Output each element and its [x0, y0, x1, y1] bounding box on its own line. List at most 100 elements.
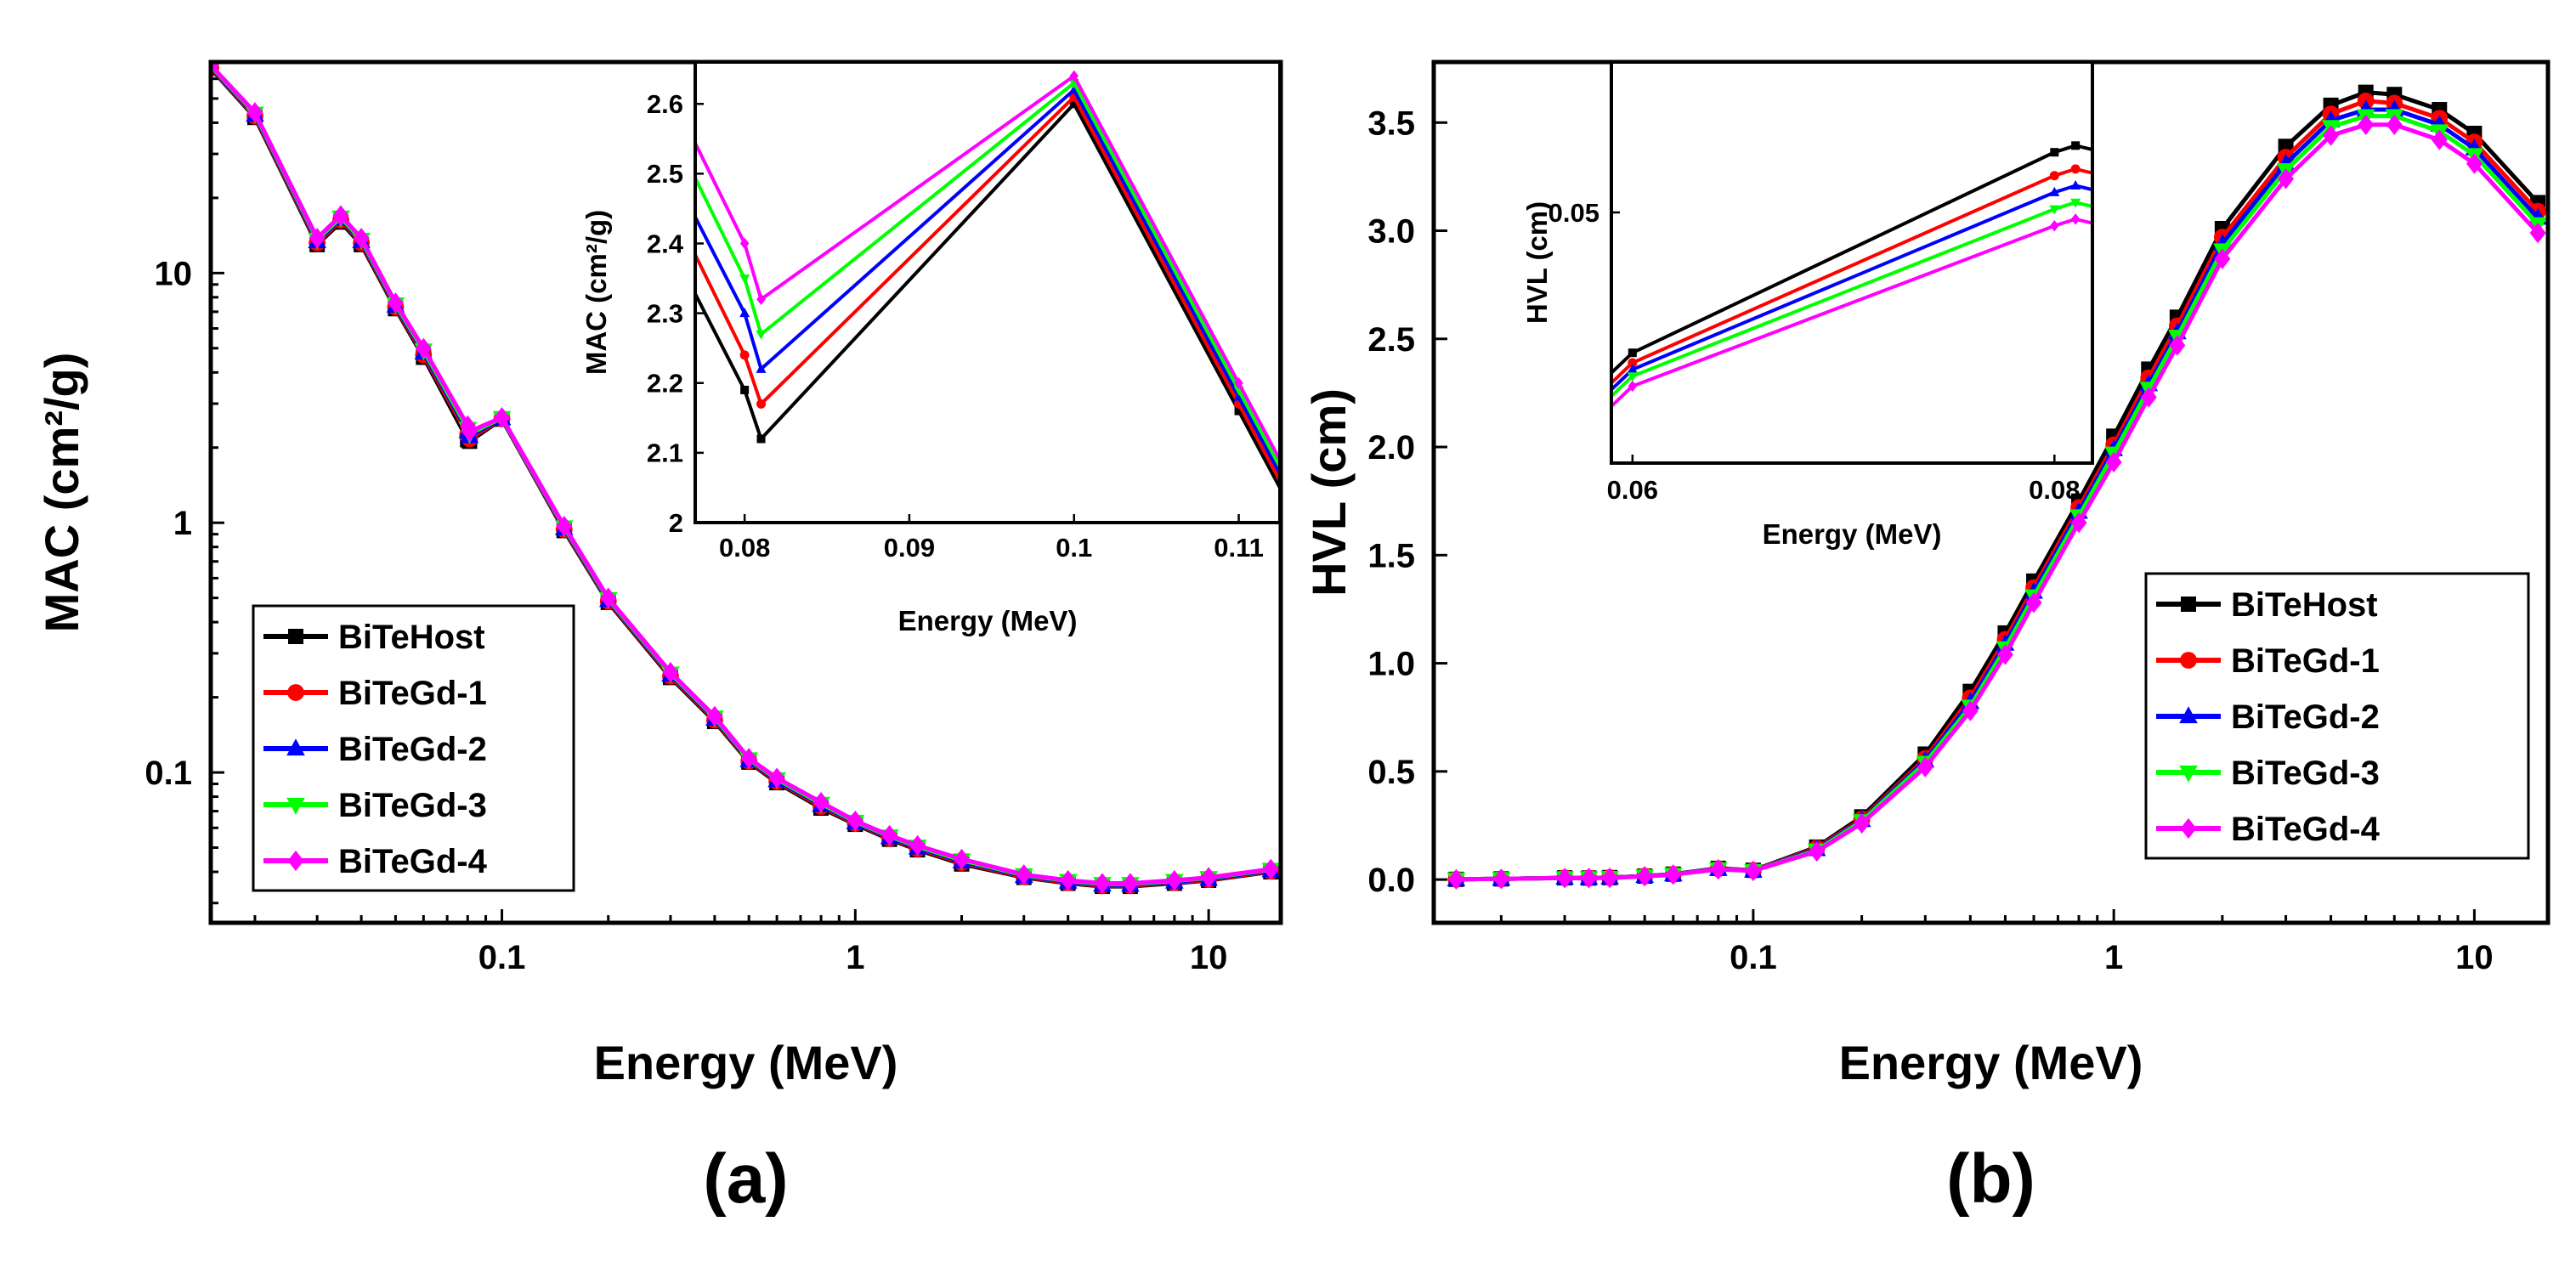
hvl-point-BiTeGd-4	[2323, 125, 2340, 146]
mac_inset-line-BiTeHost	[695, 102, 1280, 492]
hvl_inset-point-BiTeHost	[1586, 388, 1594, 397]
mac-legend-item: BiTeGd-3	[263, 787, 487, 824]
hvl_inset-point-BiTeGd-4	[1628, 380, 1638, 393]
hvl-x-tick-label: 0.1	[1730, 939, 1777, 976]
hvl-point-BiTeGd-4	[1809, 840, 1826, 862]
mac_inset-point-BiTeGd-4	[1399, 684, 1408, 696]
hvl-y-tick-label: 2.0	[1367, 429, 1415, 467]
mac-line-BiTeGd-4	[211, 63, 1271, 885]
mac-legend-marker	[287, 684, 304, 701]
mac-point-BiTeGd-4	[600, 587, 617, 608]
hvl-point-BiTeGd-4	[1665, 864, 1682, 885]
mac-legend-item: BiTeGd-1	[263, 675, 487, 712]
mac_inset-x-tick-label: 0.11	[1214, 533, 1264, 563]
mac-point-BiTeGd-4	[881, 824, 898, 846]
hvl-legend: BiTeHost BiTeGd-1 BiTeGd-2 BiTeGd-3 BiTeGd-4	[2144, 572, 2530, 860]
hvl-y-tick-label: 1.5	[1367, 537, 1415, 574]
mac-legend-marker	[286, 738, 305, 756]
hvl-point-BiTeGd-4	[2025, 592, 2042, 614]
mac_inset-point-BiTeGd-1	[756, 399, 767, 409]
mac_inset-point-BiTeGd-2	[756, 363, 767, 373]
mac_inset-x-axis-label: Energy (MeV)	[898, 605, 1078, 636]
mac_inset-y-tick-label: 2.2	[647, 369, 683, 399]
mac_inset-point-BiTeGd-4	[756, 293, 766, 305]
mac-x-axis-label: Energy (MeV)	[594, 1036, 898, 1089]
hvl_inset-point-BiTeHost	[1628, 348, 1637, 358]
hvl_inset-ticks: 0.06 0.08 0.05	[1548, 198, 2081, 505]
mac-point-BiTeGd-4	[556, 515, 573, 537]
mac_inset-data	[657, 70, 1408, 722]
mac-ticks: 0.1 1 10 0.1 1 10	[144, 255, 1227, 976]
hvl_inset-series-BiTeHost	[1586, 141, 2092, 397]
mac_inset-line-BiTeGd-3	[695, 81, 1280, 471]
mac_inset-point-BiTeHost	[1399, 714, 1407, 722]
hvl_inset-point-BiTeGd-3	[2049, 205, 2060, 215]
hvl-panel-label: (b)	[1946, 1140, 2035, 1218]
mac_inset-y-tick-label: 2.5	[647, 159, 683, 189]
mac_inset-x-tick-label: 0.08	[719, 533, 770, 563]
mac_inset-plot: 0.08 0.09 0.1 0.11 2 2.1 2.2 2.3 2.4 2.5 2.6 Energy…	[580, 60, 1408, 722]
hvl-legend-item: BiTeGd-2	[2156, 698, 2380, 736]
mac-point-BiTeGd-4	[954, 848, 970, 870]
mac-point-BiTeGd-4	[768, 767, 785, 789]
hvl_inset-frame	[1610, 60, 2094, 465]
mac-x-tick-label: 0.1	[478, 939, 526, 976]
hvl-y-tick-label: 1.0	[1367, 646, 1415, 683]
hvl-x-tick-label: 10	[2455, 939, 2494, 976]
hvl-legend-label: BiTeGd-1	[2231, 642, 2380, 680]
mac-point-BiTeGd-4	[1016, 864, 1033, 885]
mac-legend-marker	[286, 797, 305, 815]
hvl_inset-point-BiTeGd-4	[2114, 223, 2123, 235]
mac_inset-y-tick-label: 2.4	[647, 229, 684, 258]
hvl_inset-point-BiTeGd-1	[1628, 358, 1638, 368]
mac_inset-y-tick-label: 2	[669, 508, 683, 538]
mac-point-BiTeGd-4	[353, 228, 370, 249]
mac_inset-x-tick-label: 0.1	[1056, 533, 1092, 563]
mac-point-BiTeGd-4	[1166, 869, 1183, 891]
hvl-point-BiTeGd-4	[1916, 756, 1933, 778]
mac-point-BiTeGd-4	[846, 810, 863, 832]
hvl_inset-y-axis-label: HVL (cm)	[1521, 201, 1553, 324]
hvl-point-BiTeGd-4	[1710, 858, 1727, 880]
mac-legend-marker	[287, 850, 304, 872]
mac_inset-point-BiTeGd-4	[1069, 70, 1079, 82]
mac-y-tick-label: 10	[155, 255, 193, 292]
mac_inset-series-BiTeGd-4	[695, 70, 1408, 696]
hvl-plot: 0.1 1 10 0.0 0.5 1.0 1.5 2.0 2.5 3.0 3.5 Energy (Me…	[1302, 59, 2551, 1218]
mac-legend-label: BiTeGd-4	[338, 843, 488, 880]
mac_inset-background	[695, 62, 1280, 523]
hvl_inset-point-BiTeHost	[2071, 141, 2081, 150]
hvl-y-tick-label: 3.5	[1367, 105, 1415, 142]
hvl-series-BiTeGd-4	[1447, 114, 2546, 890]
mac_inset-point-BiTeGd-2	[657, 147, 667, 156]
hvl-y-tick-label: 0.0	[1367, 862, 1415, 899]
hvl-point-BiTeGd-4	[2214, 248, 2231, 269]
mac_inset-point-BiTeGd-2	[739, 308, 750, 318]
mac_inset-point-BiTeHost	[1234, 406, 1243, 416]
hvl_inset-x-axis-label: Energy (MeV)	[1763, 518, 1942, 550]
hvl-legend-label: BiTeGd-2	[2231, 698, 2380, 736]
mac_inset-point-BiTeGd-1	[739, 350, 750, 360]
hvl-legend-marker	[2179, 765, 2198, 783]
hvl_inset-point-BiTeGd-4	[1586, 421, 1595, 433]
hvl-point-BiTeGd-4	[1996, 644, 2013, 665]
hvl-point-BiTeGd-4	[1581, 868, 1597, 889]
hvl_inset-point-BiTeGd-3	[1585, 412, 1595, 421]
mac-legend-label: BiTeGd-2	[338, 731, 487, 768]
mac_inset-y-axis-label: MAC (cm²/g)	[580, 210, 612, 375]
hvl-point-BiTeGd-4	[2386, 114, 2403, 135]
hvl-x-axis-label: Energy (MeV)	[1839, 1036, 2143, 1089]
mac_inset-series-BiTeGd-2	[657, 84, 1408, 708]
hvl-y-tick-label: 2.5	[1367, 321, 1415, 359]
mac-point-BiTeGd-4	[415, 337, 432, 359]
mac_inset-point-BiTeGd-2	[1233, 391, 1244, 401]
hvl_inset-point-BiTeGd-3	[2070, 198, 2081, 208]
mac-point-BiTeGd-4	[909, 834, 926, 857]
mac_inset-point-BiTeGd-4	[739, 237, 750, 250]
hvl-legend-item: BiTeGd-3	[2156, 755, 2380, 792]
mac-point-BiTeGd-4	[494, 407, 511, 428]
hvl_inset-point-BiTeGd-2	[1627, 364, 1638, 374]
hvl-point-BiTeGd-4	[2529, 222, 2546, 244]
mac_inset-point-BiTeGd-2	[1398, 698, 1408, 708]
